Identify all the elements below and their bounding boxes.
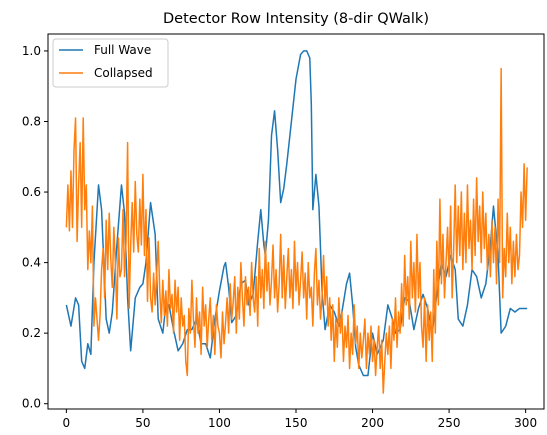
y-axis-ticks: 0.0 0.2 0.4 0.6 0.8 1.0 xyxy=(22,44,48,411)
y-tick-label: 0.6 xyxy=(22,185,41,199)
legend-label-full-wave: Full Wave xyxy=(94,43,151,57)
x-tick-label: 300 xyxy=(514,416,537,430)
x-tick-label: 100 xyxy=(208,416,231,430)
x-axis-ticks: 0 50 100 150 200 250 300 xyxy=(63,409,537,430)
chart-title: Detector Row Intensity (8-dir QWalk) xyxy=(163,11,429,27)
legend-label-collapsed: Collapsed xyxy=(94,66,153,80)
plot-area: 0 50 100 150 200 250 300 0.0 0.2 0.4 0.6 0.8 1.0 xyxy=(22,33,545,430)
series-lines xyxy=(65,50,528,394)
y-tick-label: 0.4 xyxy=(22,256,41,270)
y-tick-label: 1.0 xyxy=(22,44,41,58)
y-tick-label: 0.8 xyxy=(22,114,41,128)
legend: Full Wave Collapsed xyxy=(52,38,169,88)
legend-box xyxy=(52,38,169,88)
y-tick-label: 0.0 xyxy=(22,397,41,411)
x-tick-label: 250 xyxy=(438,416,461,430)
x-tick-label: 150 xyxy=(285,416,308,430)
x-tick-label: 0 xyxy=(63,416,71,430)
series-line-collapsed xyxy=(65,67,528,394)
x-tick-label: 50 xyxy=(135,416,150,430)
y-tick-label: 0.2 xyxy=(22,326,41,340)
x-tick-label: 200 xyxy=(361,416,384,430)
